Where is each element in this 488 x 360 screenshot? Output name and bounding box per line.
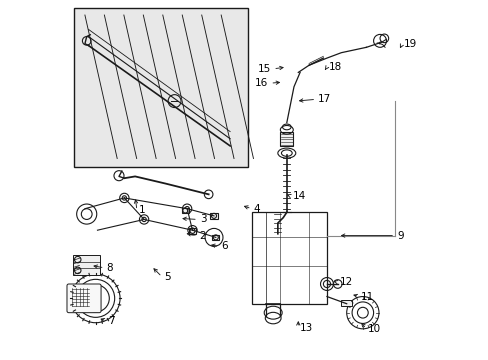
Text: 13: 13 xyxy=(300,323,313,333)
FancyBboxPatch shape xyxy=(251,212,326,304)
Text: 9: 9 xyxy=(396,231,403,240)
Text: 3: 3 xyxy=(199,215,206,224)
Text: 4: 4 xyxy=(253,204,260,214)
Bar xyxy=(188,228,196,234)
Bar xyxy=(341,300,351,306)
Text: 17: 17 xyxy=(317,94,330,104)
Text: 10: 10 xyxy=(367,324,381,334)
Text: 12: 12 xyxy=(339,277,352,287)
Text: 19: 19 xyxy=(403,39,416,49)
Text: 14: 14 xyxy=(292,191,305,201)
Text: 7: 7 xyxy=(108,316,115,325)
Bar xyxy=(280,132,293,146)
Text: 15: 15 xyxy=(258,64,271,74)
Bar xyxy=(74,8,247,167)
Text: 2: 2 xyxy=(199,231,206,240)
Text: 16: 16 xyxy=(255,78,268,88)
Bar xyxy=(73,255,100,275)
Bar xyxy=(210,213,217,219)
Text: 1: 1 xyxy=(139,206,145,216)
Bar xyxy=(212,234,219,240)
Text: 6: 6 xyxy=(221,241,227,251)
FancyBboxPatch shape xyxy=(67,284,101,313)
Text: 5: 5 xyxy=(163,272,170,282)
Text: 18: 18 xyxy=(328,62,341,72)
Text: 8: 8 xyxy=(106,263,113,273)
Bar xyxy=(182,208,188,213)
Text: 11: 11 xyxy=(360,292,373,302)
